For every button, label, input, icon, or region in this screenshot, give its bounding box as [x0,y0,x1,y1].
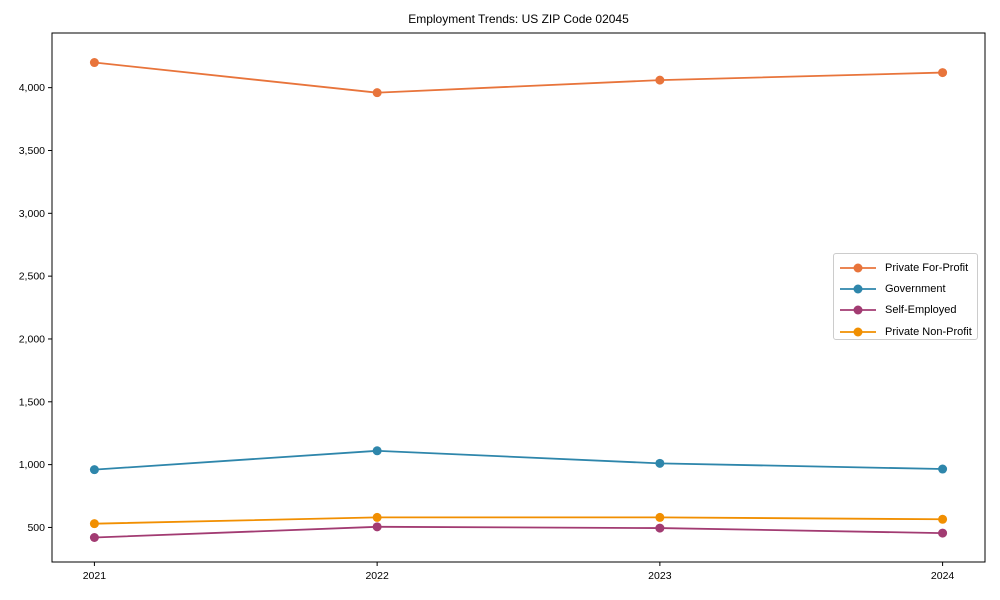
legend-marker-icon [840,327,876,337]
data-point-self-employed [89,532,99,542]
series-line-government [94,449,943,471]
legend-item-government: Government [834,278,977,299]
legend-label: Private For-Profit [885,261,969,274]
data-point-self-employed [938,528,948,538]
legend: Private For-Profit Government Self-Employe… [833,253,978,340]
legend-item-private-for-profit: Private For-Profit [834,257,977,278]
legend-item-private-non-profit: Private Non-Profit [834,321,977,342]
data-point-government [655,458,665,468]
data-point-self-employed [655,523,665,533]
data-point-self-employed [372,522,382,532]
y-axis-tick-label: 2,000 [19,333,45,345]
data-point-government [89,465,99,475]
y-axis-tick-label: 1,000 [19,459,45,471]
legend-label: Private Non-Profit [885,325,972,338]
series-line-self-employed [94,525,943,539]
x-axis-tick-label: 2022 [365,570,389,582]
x-axis-tick-label: 2023 [648,570,672,582]
data-point-private-non-profit [372,512,382,522]
data-point-government [938,464,948,474]
axes-spines [51,32,986,563]
data-point-private-for-profit [89,58,99,68]
data-point-private-for-profit [655,75,665,85]
data-point-private-non-profit [655,512,665,522]
legend-marker-icon [840,263,876,273]
y-axis-tick-label: 500 [27,522,45,534]
legend-label: Self-Employed [885,304,957,317]
x-axis-tick-label: 2024 [931,570,955,582]
y-axis-tick-label: 2,500 [19,271,45,283]
legend-marker-icon [840,305,876,315]
legend-marker-icon [840,284,876,294]
legend-item-self-employed: Self-Employed [834,300,977,321]
data-point-private-for-profit [372,88,382,98]
y-axis-tick-label: 3,000 [19,208,45,220]
chart-title: Employment Trends: US ZIP Code 02045 [408,12,629,26]
y-axis-tick-label: 4,000 [19,82,45,94]
x-axis-tick-label: 2021 [83,570,107,582]
data-point-government [372,446,382,456]
legend-label: Government [885,282,946,295]
y-axis-tick-label: 3,500 [19,145,45,157]
data-point-private-non-profit [89,519,99,529]
data-point-private-non-profit [938,514,948,524]
series-line-private-non-profit [94,516,943,525]
y-axis-tick-label: 1,500 [19,396,45,408]
series-line-private-for-profit [94,61,943,94]
data-point-private-for-profit [938,68,948,78]
